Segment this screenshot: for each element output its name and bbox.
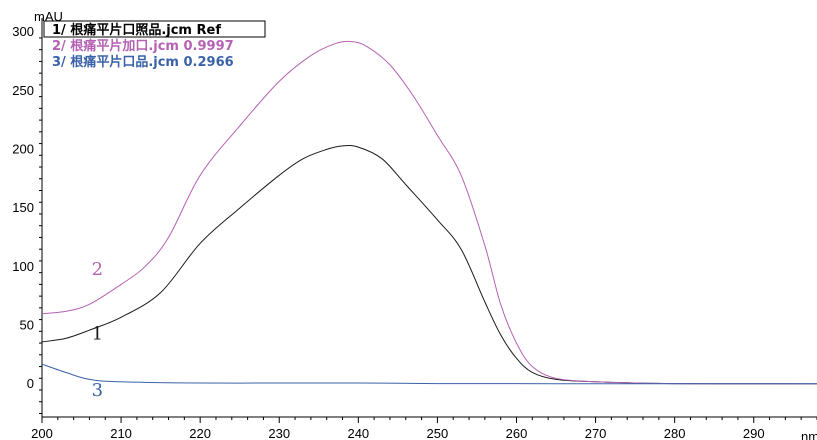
x-tick-label: 240	[347, 426, 369, 440]
series-3-line	[41, 363, 817, 385]
x-axis-unit-label: nm	[801, 429, 817, 440]
curve-label-3: 3	[92, 380, 103, 401]
series-1-line	[41, 145, 817, 385]
x-tick-label: 200	[31, 426, 53, 440]
x-axis-ticks: 200 210 220 230 240 250 260 270 280 290	[31, 417, 817, 440]
curve-label-2: 2	[92, 259, 103, 280]
x-tick-label: 280	[664, 426, 686, 440]
y-tick-label: 0	[27, 376, 34, 391]
x-tick-label: 230	[268, 426, 290, 440]
x-tick-label: 290	[743, 426, 765, 440]
y-tick-label: 50	[20, 317, 34, 332]
x-tick-label: 210	[110, 426, 132, 440]
legend-entry-3: 3/ 根痛平片口品.jcm 0.2966	[52, 54, 234, 70]
y-axis-ticks: 0 50 100 150 200 250 300	[12, 24, 42, 414]
legend: 1/ 根痛平片口照品.jcm Ref 2/ 根痛平片加口.jcm 0.9997 …	[43, 20, 266, 70]
x-tick-label: 250	[427, 426, 449, 440]
y-tick-label: 250	[12, 83, 34, 98]
curve-label-1: 1	[92, 324, 103, 345]
legend-box	[43, 20, 266, 38]
x-tick-label: 220	[189, 426, 211, 440]
x-tick-label: 270	[585, 426, 607, 440]
x-tick-label: 260	[506, 426, 528, 440]
legend-entry-1: 1/ 根痛平片口照品.jcm Ref	[52, 22, 221, 38]
y-tick-label: 200	[12, 141, 34, 156]
y-tick-label: 100	[12, 259, 34, 274]
curves	[41, 40, 817, 385]
series-2-line	[41, 40, 817, 385]
y-tick-label: 150	[12, 200, 34, 215]
legend-entry-2: 2/ 根痛平片加口.jcm 0.9997	[52, 38, 234, 54]
y-tick-label: 300	[12, 24, 34, 39]
y-axis-unit-label: mAU	[34, 9, 63, 24]
curve-labels: 1 2 3	[92, 259, 103, 401]
